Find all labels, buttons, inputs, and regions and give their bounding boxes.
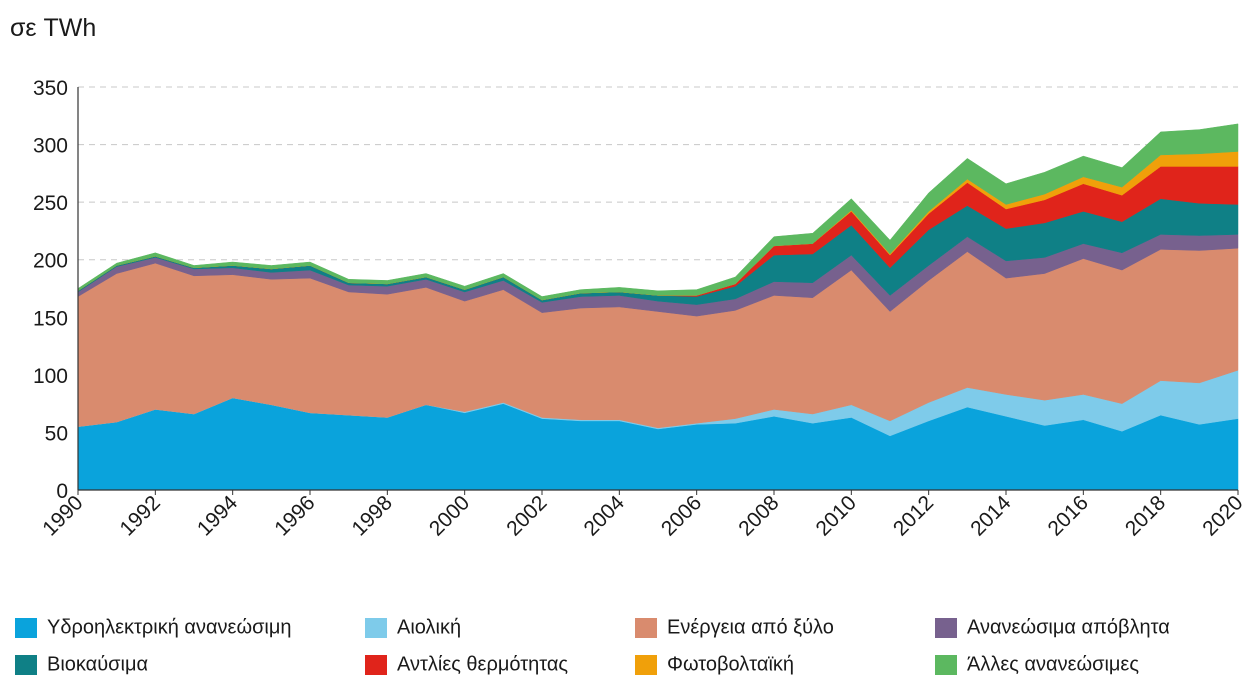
x-tick-label: 2008 (734, 491, 783, 540)
y-tick-label: 350 (33, 77, 68, 100)
legend-swatch (635, 618, 657, 638)
x-tick-label: 2002 (502, 491, 551, 540)
legend-swatch (365, 655, 387, 675)
legend-label: Βιοκαύσιμα (47, 653, 148, 675)
x-tick-label: 2018 (1121, 491, 1170, 540)
x-tick-label: 2000 (425, 491, 474, 540)
legend-label: Ενέργεια από ξύλο (667, 616, 834, 638)
legend-swatch (935, 618, 957, 638)
x-tick-label: 2020 (1198, 491, 1247, 540)
y-tick-label: 0 (56, 480, 68, 503)
x-tick-label: 2004 (580, 491, 630, 541)
y-tick-label: 300 (33, 135, 68, 158)
legend-label: Ανανεώσιμα απόβλητα (967, 616, 1170, 638)
x-tick-label: 2006 (657, 491, 706, 540)
x-tick-label: 1998 (348, 491, 397, 540)
x-tick-label: 2014 (966, 491, 1016, 541)
legend-label: Αιολική (397, 616, 461, 638)
legend-swatch (935, 655, 957, 675)
y-tick-label: 50 (45, 422, 68, 445)
legend-swatch (15, 618, 37, 638)
y-axis-unit: σε TWh (10, 14, 96, 42)
x-tick-label: 1990 (38, 491, 87, 540)
x-tick-label: 1994 (193, 491, 243, 541)
y-tick-label: 100 (33, 365, 68, 388)
y-tick-label: 250 (33, 192, 68, 215)
legend-swatch (635, 655, 657, 675)
x-tick-label: 1992 (116, 491, 165, 540)
area (77, 123, 1239, 301)
legend-label: Φωτοβολταϊκή (667, 653, 794, 675)
x-tick-label: 1996 (270, 491, 319, 540)
legend-label: Αντλίες θερμότητας (397, 653, 568, 675)
x-tick-label: 2012 (889, 491, 938, 540)
legend-label: Υδροηλεκτρική ανανεώσιμη (47, 616, 292, 638)
x-tick-label: 2016 (1044, 491, 1093, 540)
y-tick-label: 200 (33, 250, 68, 273)
x-tick-label: 2010 (812, 491, 861, 540)
legend-swatch (365, 618, 387, 638)
legend-swatch (15, 655, 37, 675)
y-tick-label: 150 (33, 307, 68, 330)
legend-label: Άλλες ανανεώσιμες (967, 653, 1139, 675)
